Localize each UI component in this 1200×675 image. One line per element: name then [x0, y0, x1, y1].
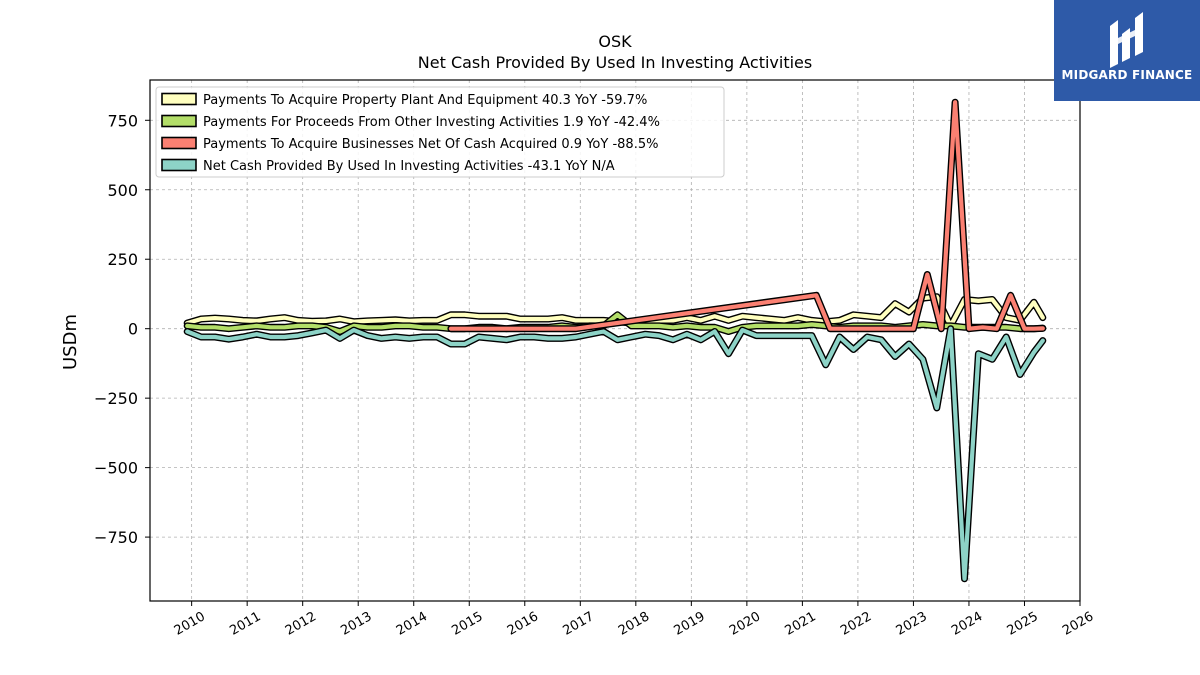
legend: Payments To Acquire Property Plant And E…	[155, 86, 725, 178]
legend-box	[155, 86, 725, 178]
chart-title: OSK	[598, 32, 632, 51]
x-tick-label: 2023	[894, 609, 930, 639]
legend-entry: Payments For Proceeds From Other Investi…	[203, 115, 660, 130]
x-tick-label: 2017	[560, 609, 596, 639]
brand-name: MIDGARD FINANCE	[1061, 68, 1193, 82]
x-tick-label: 2012	[283, 609, 319, 639]
series-line-fill	[448, 100, 1045, 331]
x-tick-label: 2021	[783, 609, 819, 639]
x-tick-label: 2015	[449, 609, 485, 639]
x-tick-label: 2025	[1005, 609, 1041, 639]
x-tick-label: 2022	[838, 609, 874, 639]
brand-logo: MIDGARD FINANCE	[1054, 0, 1200, 101]
legend-swatch	[161, 114, 197, 128]
brand-mark-icon	[1110, 12, 1143, 68]
x-tick-label: 2018	[616, 609, 652, 639]
x-tick-label: 2014	[394, 609, 430, 639]
legend-entry: Payments To Acquire Businesses Net Of Ca…	[203, 137, 658, 152]
x-tick-label: 2019	[672, 609, 708, 639]
series-line	[183, 325, 1047, 583]
chart-subtitle: Net Cash Provided By Used In Investing A…	[418, 53, 812, 72]
x-tick-label: 2016	[505, 609, 541, 639]
y-tick-label: 0	[128, 320, 138, 339]
legend-swatch	[161, 158, 197, 172]
x-tick-label: 2013	[338, 609, 374, 639]
series-lines	[183, 98, 1047, 583]
x-tick-label: 2026	[1060, 609, 1096, 639]
y-tick-label: −500	[94, 459, 138, 478]
y-tick-label: 250	[107, 250, 138, 269]
series-line	[447, 98, 1047, 333]
x-tick-label: 2020	[727, 609, 763, 639]
series-line-outline	[183, 325, 1047, 583]
x-tick-label: 2024	[949, 609, 985, 639]
plot-area-frame	[149, 79, 1081, 602]
x-tick-label: 2010	[172, 609, 208, 639]
y-tick-label: 500	[107, 181, 138, 200]
y-tick-label: 750	[107, 111, 138, 130]
series-line-fill	[185, 326, 1045, 581]
legend-swatch	[161, 92, 197, 106]
y-axis-label: USDm	[60, 314, 81, 370]
y-tick-label: −250	[94, 389, 138, 408]
x-tick-label: 2011	[227, 609, 263, 639]
legend-entry: Net Cash Provided By Used In Investing A…	[203, 159, 615, 174]
legend-entry: Payments To Acquire Property Plant And E…	[203, 93, 647, 108]
legend-swatch	[161, 136, 197, 150]
y-tick-label: −750	[94, 528, 138, 547]
